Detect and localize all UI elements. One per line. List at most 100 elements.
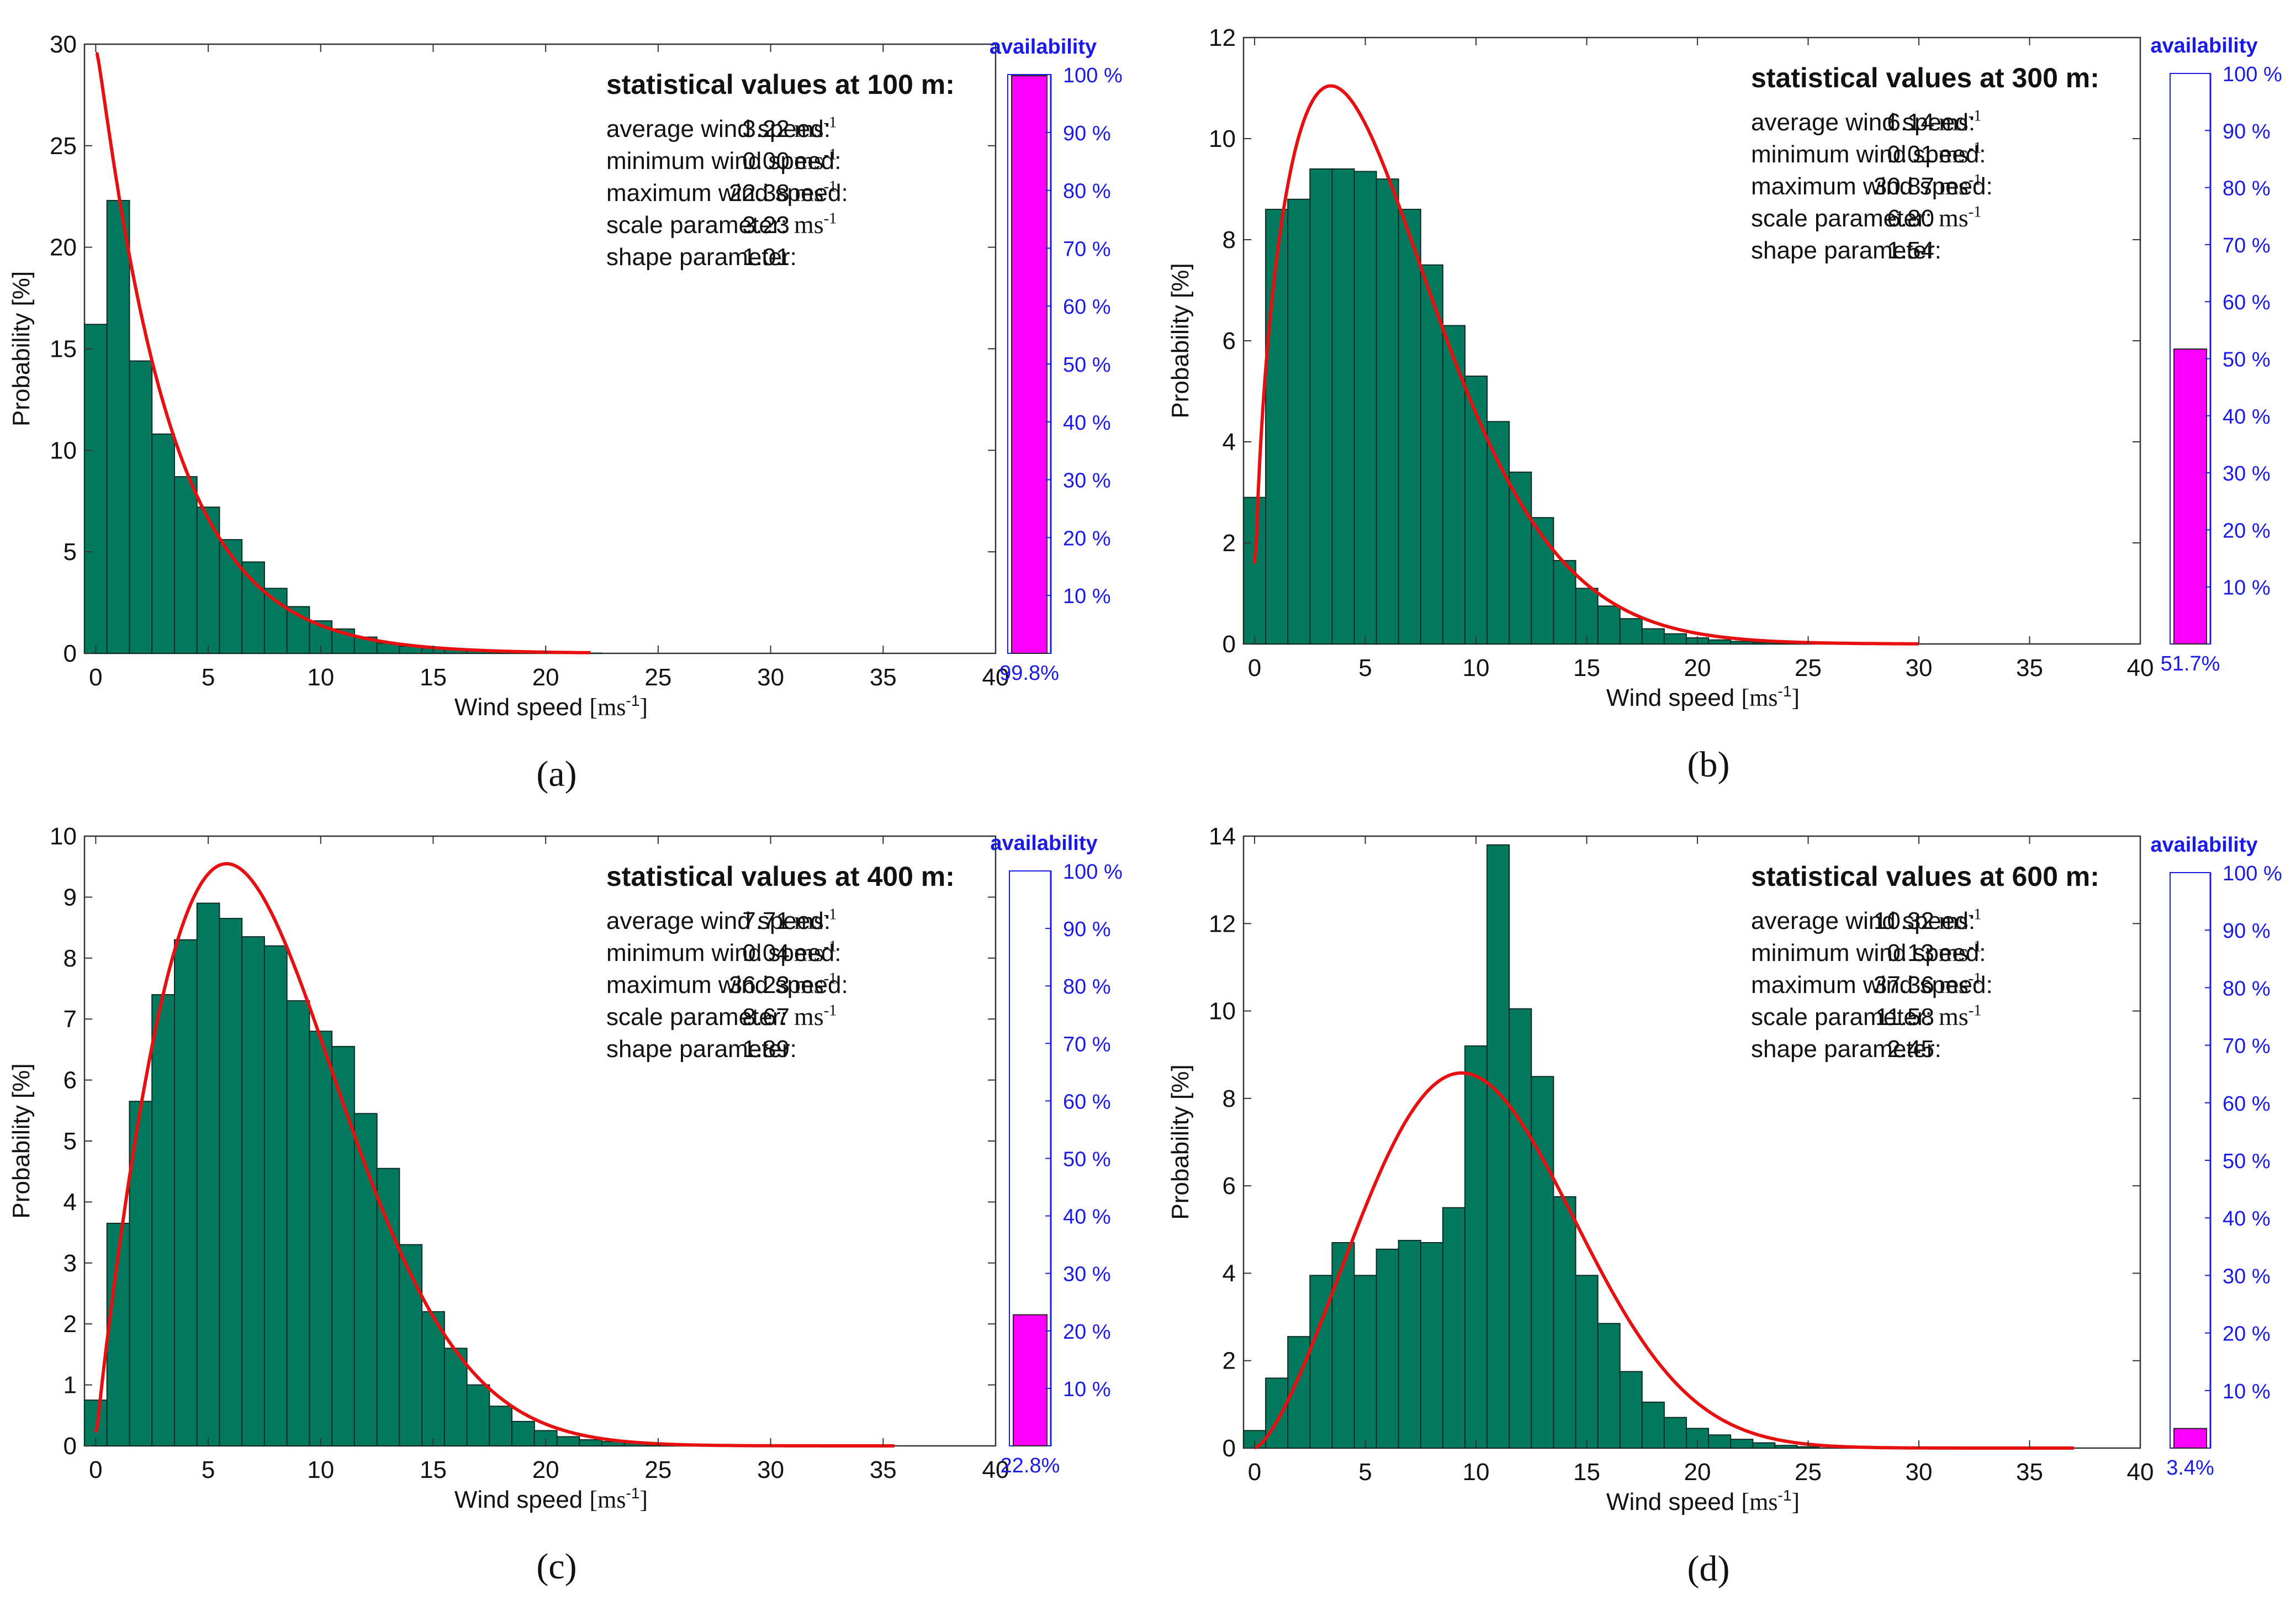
histogram-bar	[1266, 1378, 1288, 1448]
availability-tick-label: 40 %	[1063, 411, 1111, 435]
histogram-bar	[1288, 199, 1310, 644]
x-tick-label: 35	[870, 1456, 897, 1483]
stats-value: 36.23	[729, 971, 790, 999]
stats-title: statistical values at 600 m:	[1751, 861, 2099, 892]
x-tick-label: 10	[1463, 1459, 1490, 1486]
x-tick-label: 5	[1358, 654, 1372, 682]
histogram-bar	[557, 1436, 580, 1446]
stats-value: 22.38	[729, 179, 790, 207]
histogram-bar	[1708, 640, 1731, 644]
y-tick-label: 14	[1209, 823, 1236, 850]
y-tick-label: 4	[64, 1189, 77, 1216]
x-tick-label: 15	[420, 1456, 447, 1483]
histogram-bar	[1664, 634, 1686, 644]
availability-fill	[2174, 349, 2207, 644]
availability-value: 22.8%	[1001, 1454, 1060, 1477]
stats-value: 11.58	[1875, 1003, 1934, 1031]
y-tick-label: 2	[64, 1311, 77, 1338]
histogram-bar	[1399, 209, 1421, 644]
availability-tick-label: 40 %	[2223, 1207, 2271, 1230]
histogram-bar	[242, 937, 264, 1446]
panel-label: (c)	[536, 1546, 576, 1587]
availability-tick-label: 90 %	[1063, 122, 1111, 145]
x-axis-label: Wind speed [ms-1]	[454, 1485, 648, 1513]
y-tick-label: 0	[64, 640, 77, 667]
y-tick-label: 8	[1223, 226, 1236, 253]
histogram-bar	[1509, 1009, 1531, 1448]
histogram-bar	[1753, 1443, 1775, 1448]
histogram-bar	[1421, 1243, 1443, 1448]
stats-title: statistical values at 400 m:	[606, 861, 955, 892]
x-tick-label: 30	[1906, 1459, 1933, 1486]
availability-tick-label: 80 %	[1063, 180, 1111, 203]
availability-tick-label: 50 %	[2223, 348, 2271, 372]
availability-tick-label: 70 %	[1063, 1033, 1111, 1056]
availability-tick-label: 70 %	[2223, 234, 2271, 257]
panel-label: (b)	[1687, 744, 1730, 785]
y-tick-label: 20	[50, 234, 77, 261]
availability-title: availability	[990, 832, 1097, 855]
x-tick-label: 30	[1906, 654, 1933, 682]
histogram-bar	[264, 588, 287, 653]
x-tick-label: 0	[89, 664, 102, 691]
availability-tick-label: 30 %	[2223, 462, 2271, 485]
x-tick-label: 5	[1358, 1459, 1372, 1486]
availability-tick-label: 60 %	[2223, 1092, 2271, 1116]
histogram-bar	[1708, 1435, 1731, 1448]
x-tick-label: 25	[1795, 1459, 1822, 1486]
histogram-bar	[1310, 169, 1332, 644]
y-tick-label: 2	[1223, 1348, 1236, 1375]
x-tick-label: 35	[870, 664, 897, 691]
y-tick-label: 10	[1209, 998, 1236, 1025]
histogram-bar	[1553, 1197, 1575, 1448]
x-tick-label: 30	[757, 664, 784, 691]
availability-tick-label: 100 %	[2223, 862, 2282, 885]
histogram-bar	[242, 562, 264, 653]
availability-tick-label: 70 %	[2223, 1035, 2271, 1058]
y-tick-label: 4	[1223, 429, 1236, 456]
availability-tick-label: 30 %	[1063, 1263, 1111, 1286]
y-tick-label: 4	[1223, 1260, 1236, 1287]
histogram-bar	[152, 434, 174, 653]
availability-tick-label: 100 %	[2223, 63, 2282, 86]
histogram-bar	[1354, 1275, 1376, 1448]
y-tick-label: 6	[64, 1067, 77, 1094]
x-tick-label: 25	[644, 1456, 671, 1483]
availability-tick-label: 100 %	[1063, 64, 1123, 87]
y-tick-label: 0	[64, 1433, 77, 1460]
histogram-bar	[1509, 472, 1531, 644]
y-tick-label: 12	[1209, 910, 1236, 937]
histogram-bar	[1377, 179, 1399, 644]
x-tick-label: 40	[2127, 654, 2154, 682]
histogram-bar	[1266, 209, 1288, 644]
availability-fill	[1012, 76, 1047, 653]
availability-tick-label: 40 %	[2223, 405, 2271, 429]
availability-tick-label: 10 %	[2223, 577, 2271, 600]
histogram-bar	[377, 1169, 400, 1446]
x-tick-label: 35	[2016, 1459, 2043, 1486]
x-tick-label: 20	[1684, 654, 1711, 682]
availability-tick-label: 20 %	[2223, 519, 2271, 542]
histogram-bar	[264, 946, 287, 1446]
y-tick-label: 30	[50, 31, 77, 58]
x-tick-label: 10	[307, 664, 334, 691]
availability-tick-label: 90 %	[1063, 918, 1111, 941]
availability-tick-label: 30 %	[2223, 1265, 2271, 1288]
x-tick-label: 25	[644, 664, 671, 691]
y-axis-label: Probability [%]	[1167, 1064, 1194, 1219]
histogram-bar	[1487, 845, 1509, 1448]
availability-tick-label: 20 %	[1063, 527, 1111, 550]
x-axis-label: Wind speed [ms-1]	[454, 692, 648, 721]
stats-value: 0.13	[1887, 939, 1934, 966]
stats-value: 3.23	[742, 212, 790, 239]
y-axis-label: Probability [%]	[8, 1063, 35, 1218]
availability-tick-label: 10 %	[1063, 1378, 1111, 1401]
y-tick-label: 10	[1209, 125, 1236, 152]
y-tick-label: 0	[1223, 1435, 1236, 1462]
x-tick-label: 30	[757, 1456, 784, 1483]
histogram-bar	[467, 1385, 490, 1446]
availability-tick-label: 30 %	[1063, 469, 1111, 493]
